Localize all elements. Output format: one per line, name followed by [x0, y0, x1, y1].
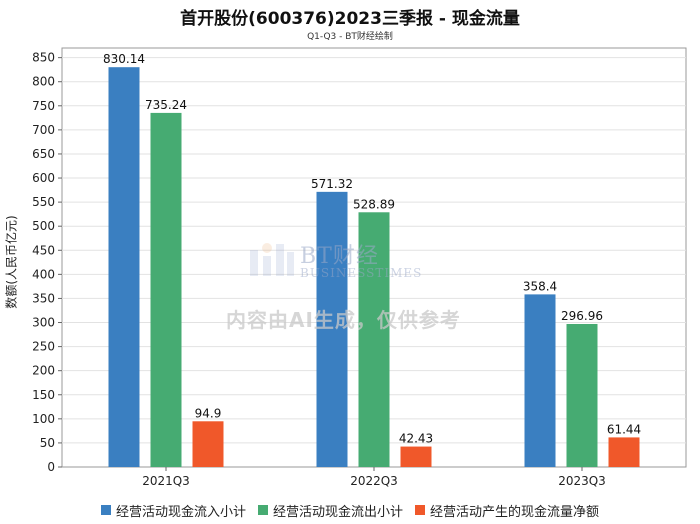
y-tick-label: 350 [32, 291, 55, 305]
legend-item-inflow[interactable]: 经营活动现金流入小计 [100, 501, 246, 520]
bar-value-label: 296.96 [561, 309, 603, 323]
watermark-brand: BT财经 [300, 244, 379, 269]
y-tick-label: 800 [32, 75, 55, 89]
watermark-brand-sub: BUSINESSTIMES [300, 266, 423, 280]
y-tick-label: 400 [32, 267, 55, 281]
bar [150, 112, 182, 467]
x-tick-label: 2023Q3 [558, 474, 606, 488]
y-tick-label: 100 [32, 412, 55, 426]
y-tick-label: 750 [32, 99, 55, 113]
y-tick-label: 500 [32, 219, 55, 233]
bar [108, 67, 140, 467]
legend-label-inflow: 经营活动现金流入小计 [115, 504, 246, 520]
watermark-note: 内容由AI生成，仅供参考 [226, 308, 461, 332]
bar-value-label: 94.9 [195, 406, 222, 420]
y-tick-label: 250 [32, 340, 55, 354]
bar-value-label: 42.43 [399, 432, 433, 446]
bar [524, 294, 556, 467]
chart-title: 首开股份(600376)2023三季报 - 现金流量 [180, 9, 520, 29]
legend-label-net: 经营活动产生的现金流量净额 [430, 504, 600, 520]
bar-value-label: 61.44 [607, 422, 641, 436]
bar-value-label: 830.14 [103, 52, 145, 66]
y-tick-label: 650 [32, 147, 55, 161]
legend-swatch-net [415, 505, 425, 515]
bar-value-label: 358.4 [523, 279, 557, 293]
bar-value-label: 571.32 [311, 177, 353, 191]
bar [400, 446, 432, 467]
x-tick-label: 2021Q3 [142, 474, 190, 488]
chart-subtitle: Q1-Q3 - BT财经绘制 [307, 32, 393, 42]
y-tick-label: 50 [40, 436, 55, 450]
y-tick-label: 150 [32, 388, 55, 402]
bar-value-label: 528.89 [353, 197, 395, 211]
bar [608, 437, 640, 467]
y-tick-label: 600 [32, 171, 55, 185]
y-tick-label: 550 [32, 195, 55, 209]
legend-swatch-inflow [100, 505, 111, 515]
y-tick-label: 450 [32, 243, 55, 257]
chart-legend: 经营活动现金流入小计 经营活动现金流出小计 经营活动产生的现金流量净额 [0, 500, 700, 520]
y-tick-label: 700 [32, 123, 55, 137]
legend-label-outflow: 经营活动现金流出小计 [272, 504, 403, 520]
y-tick-label: 850 [32, 51, 55, 65]
bar [316, 191, 348, 467]
bar [566, 323, 598, 467]
x-tick-label: 2022Q3 [350, 474, 398, 488]
y-tick-label: 0 [47, 460, 55, 474]
bar [192, 421, 224, 467]
legend-item-outflow[interactable]: 经营活动现金流出小计 [257, 501, 403, 520]
legend-item-net[interactable]: 经营活动产生的现金流量净额 [415, 501, 599, 520]
legend-swatch-outflow [257, 505, 268, 515]
y-tick-label: 300 [32, 316, 55, 330]
watermark-logo-icon [250, 243, 294, 276]
bar-value-label: 735.24 [145, 98, 187, 112]
y-tick-label: 200 [32, 364, 55, 378]
bar [358, 212, 390, 467]
